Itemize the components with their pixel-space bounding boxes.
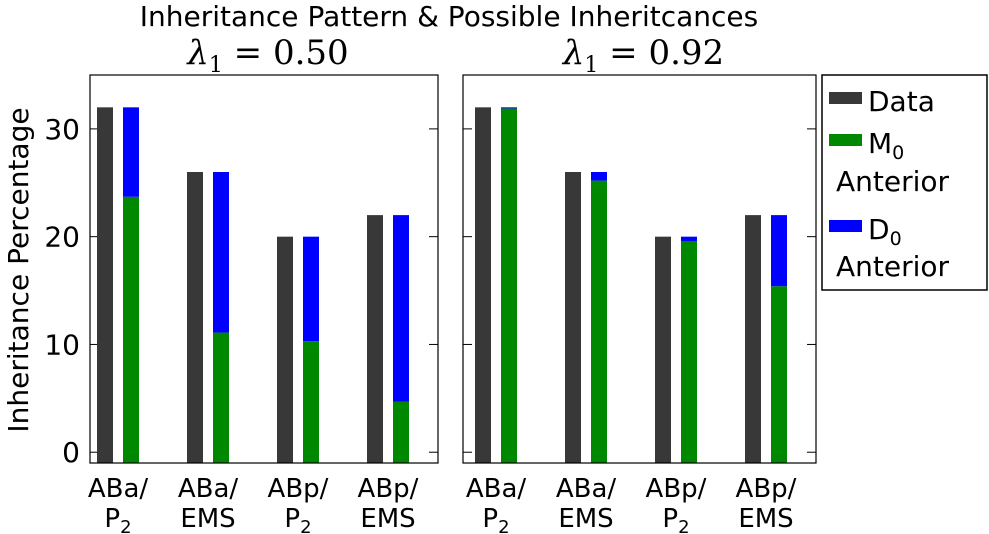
bar-m0 <box>213 332 229 463</box>
legend-label-m0-line2: Anterior <box>836 165 950 198</box>
subtitle-subscript: 1 <box>584 53 598 78</box>
panel-subtitle: λ1 = 0.50 <box>185 33 348 78</box>
bar-m0 <box>501 108 517 464</box>
bar-d0 <box>213 172 229 333</box>
category-label-bottom: EMS <box>558 504 613 534</box>
y-tick-label: 30 <box>44 113 80 146</box>
y-tick-label: 0 <box>62 436 80 469</box>
subtitle-symbol: λ <box>561 33 585 73</box>
legend-box <box>821 74 988 291</box>
panel-subtitle: λ1 = 0.92 <box>561 33 724 78</box>
bar-d0 <box>681 236 697 241</box>
category-label-top: ABa/ <box>556 474 617 504</box>
subtitle-value: = 0.50 <box>223 33 349 73</box>
bar-data <box>187 172 203 463</box>
bar-m0 <box>393 401 409 463</box>
category-label-bottom: P2 <box>482 504 509 534</box>
subtitle-value: = 0.92 <box>598 33 724 73</box>
category-label-bottom: P2 <box>104 504 131 534</box>
bar-d0 <box>501 107 517 109</box>
bar-data <box>565 172 581 463</box>
axes-frame <box>89 74 439 464</box>
bar-data <box>745 215 761 463</box>
axes-frame <box>462 74 817 464</box>
chart-panels: λ1 = 0.500102030ABa/P2ABa/EMSABp/P2ABp/E… <box>44 33 817 534</box>
bar-m0 <box>771 286 787 463</box>
subtitle-symbol: λ <box>185 33 209 73</box>
category-label-bottom: P2 <box>662 504 689 534</box>
category-label-bottom: EMS <box>180 504 235 534</box>
bar-m0 <box>681 240 697 463</box>
legend-swatch-d0 <box>829 220 862 232</box>
category-label-top: ABp/ <box>736 474 797 504</box>
bar-d0 <box>303 236 319 342</box>
bar-d0 <box>771 215 787 287</box>
bar-m0 <box>123 196 139 464</box>
bar-data <box>655 236 671 463</box>
bar-m0 <box>591 180 607 463</box>
category-label-top: ABp/ <box>268 474 329 504</box>
bar-d0 <box>123 107 139 197</box>
y-axis-label: Inheritance Percentage <box>2 107 35 432</box>
y-tick-label: 10 <box>44 328 80 361</box>
category-label-bottom: EMS <box>738 504 793 534</box>
category-label-bottom: P2 <box>284 504 311 534</box>
legend-swatch-m0 <box>829 134 862 146</box>
category-label-top: ABa/ <box>88 474 149 504</box>
bar-data <box>277 236 293 463</box>
bar-d0 <box>393 215 409 402</box>
legend-label-data: Data <box>868 85 935 118</box>
category-label-top: ABp/ <box>646 474 707 504</box>
legend-label-d0-line2: Anterior <box>836 250 950 283</box>
y-tick-label: 20 <box>44 221 80 254</box>
category-label-top: ABp/ <box>358 474 419 504</box>
legend-swatch-data <box>829 92 862 104</box>
category-label-top: ABa/ <box>178 474 239 504</box>
category-label-top: ABa/ <box>466 474 527 504</box>
bar-data <box>367 215 383 463</box>
bar-data <box>475 107 491 463</box>
subtitle-subscript: 1 <box>209 53 223 78</box>
bar-d0 <box>591 172 607 181</box>
panel-1: λ1 = 0.500102030ABa/P2ABa/EMSABp/P2ABp/E… <box>44 33 439 534</box>
category-label-bottom: EMS <box>360 504 415 534</box>
bar-m0 <box>303 341 319 463</box>
figure-title: Inheritance Pattern & Possible Inheritca… <box>140 0 758 33</box>
bar-data <box>97 107 113 463</box>
legend-label-d0: D0 <box>868 213 902 250</box>
legend-label-m0: M0 <box>868 127 904 164</box>
